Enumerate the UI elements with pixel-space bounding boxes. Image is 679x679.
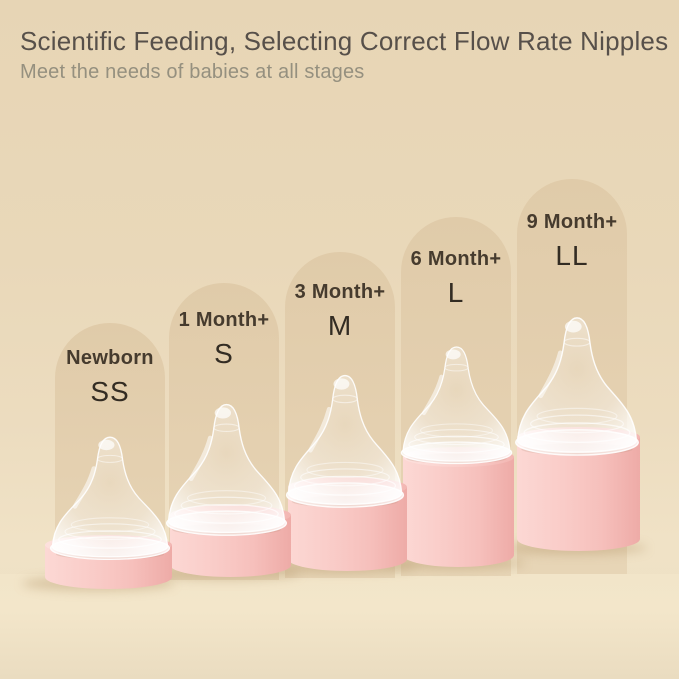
stage-age-label: 1 Month+	[178, 309, 270, 331]
stage-size-label: L	[447, 277, 465, 308]
stage-age-label: 3 Month+	[294, 281, 386, 303]
bottle-base-6-month	[403, 447, 514, 567]
stage-size-label: LL	[555, 240, 589, 271]
nipple-image-ss	[47, 432, 173, 562]
stage-size-label: M	[327, 310, 353, 341]
page-subtitle: Meet the needs of babies at all stages	[20, 61, 365, 83]
stage-size-label: SS	[90, 376, 130, 407]
nipple-image-ll	[512, 312, 642, 458]
stage-age-label: 6 Month+	[410, 248, 502, 270]
nipple-image-l	[398, 342, 515, 466]
stage-age-label: 9 Month+	[526, 211, 618, 233]
page-title: Scientific Feeding, Selecting Correct Fl…	[20, 26, 669, 56]
stage-size-label: S	[214, 338, 234, 369]
nipple-image-s	[163, 399, 290, 538]
nipple-image-m	[283, 370, 407, 510]
floor-surface	[0, 574, 679, 679]
stage-age-label: Newborn	[66, 347, 154, 369]
